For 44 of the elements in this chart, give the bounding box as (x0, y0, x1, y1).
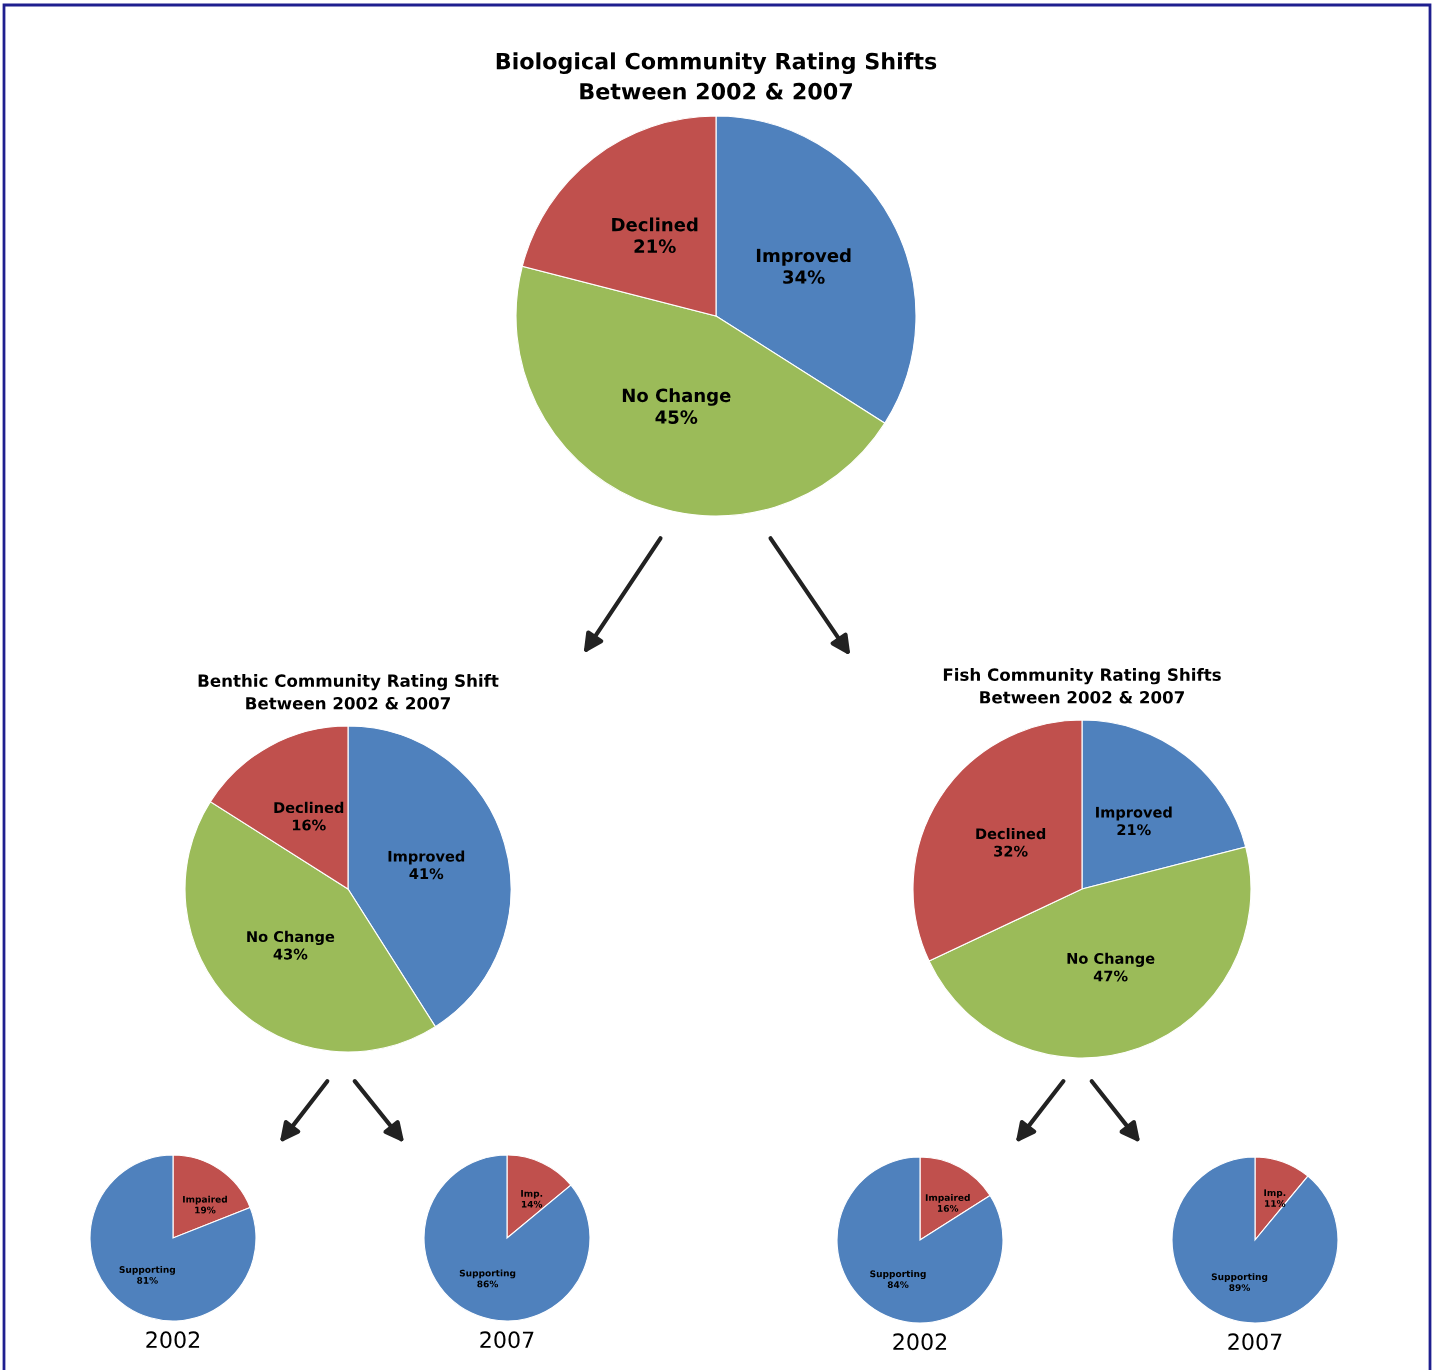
slice-label: No Change (1067, 952, 1155, 967)
slice-label: Imp. (1264, 1189, 1286, 1198)
data-label: 89% (1229, 1284, 1251, 1291)
text: 2002 (146, 1331, 200, 1349)
data-label: 45% (655, 410, 698, 424)
slice-label: Supporting (1211, 1273, 1268, 1282)
data-label: 47% (1093, 970, 1128, 982)
text: 2002 (893, 1333, 947, 1351)
data-label: 21% (1117, 824, 1151, 836)
data-label: 14% (521, 1200, 543, 1208)
data-label: 86% (477, 1280, 499, 1288)
pie-slice (836, 1156, 1004, 1324)
slice-label: Supporting (459, 1269, 516, 1279)
data-label: 16% (937, 1204, 959, 1212)
data-label: 32% (994, 845, 1028, 857)
slice-label: Imp. (521, 1190, 543, 1199)
data-label: 16% (292, 819, 326, 831)
data-label: 84% (887, 1281, 909, 1289)
slice-label: Supporting (870, 1270, 926, 1280)
slice-label: Declined (612, 217, 698, 232)
slice-label: Declined (976, 827, 1046, 840)
slice-label: Improved (756, 248, 851, 266)
data-label: 41% (409, 868, 444, 880)
slice-label: Improved (388, 850, 465, 865)
slice-label: No Change (622, 388, 731, 406)
data-label: 43% (273, 948, 308, 960)
slice-label: Impaired (925, 1193, 970, 1203)
text: 2007 (1228, 1333, 1282, 1351)
chart-title: Biological Community Rating Shifts Between 2002 & 2007 (496, 52, 937, 100)
pie-slice (1171, 1156, 1339, 1324)
slice-label: Supporting (119, 1265, 175, 1275)
data-label: 19% (195, 1206, 216, 1214)
chart-title: Fish Community Rating Shifts Between 2002 & 2007 (943, 668, 1221, 704)
data-label: 34% (783, 270, 825, 284)
pie-slice (423, 1154, 591, 1322)
slice-label: Improved (1096, 806, 1172, 821)
pie-slice (89, 1154, 257, 1322)
slice-label: Impaired (183, 1195, 227, 1205)
chart-title: Benthic Community Rating Shift Between 2002 & 2007 (198, 674, 499, 710)
slice-label: No Change (247, 930, 335, 946)
text: 2007 (480, 1331, 534, 1349)
data-label: 21% (634, 239, 676, 254)
data-label: 81% (137, 1276, 158, 1284)
slice-label: Declined (274, 801, 344, 814)
